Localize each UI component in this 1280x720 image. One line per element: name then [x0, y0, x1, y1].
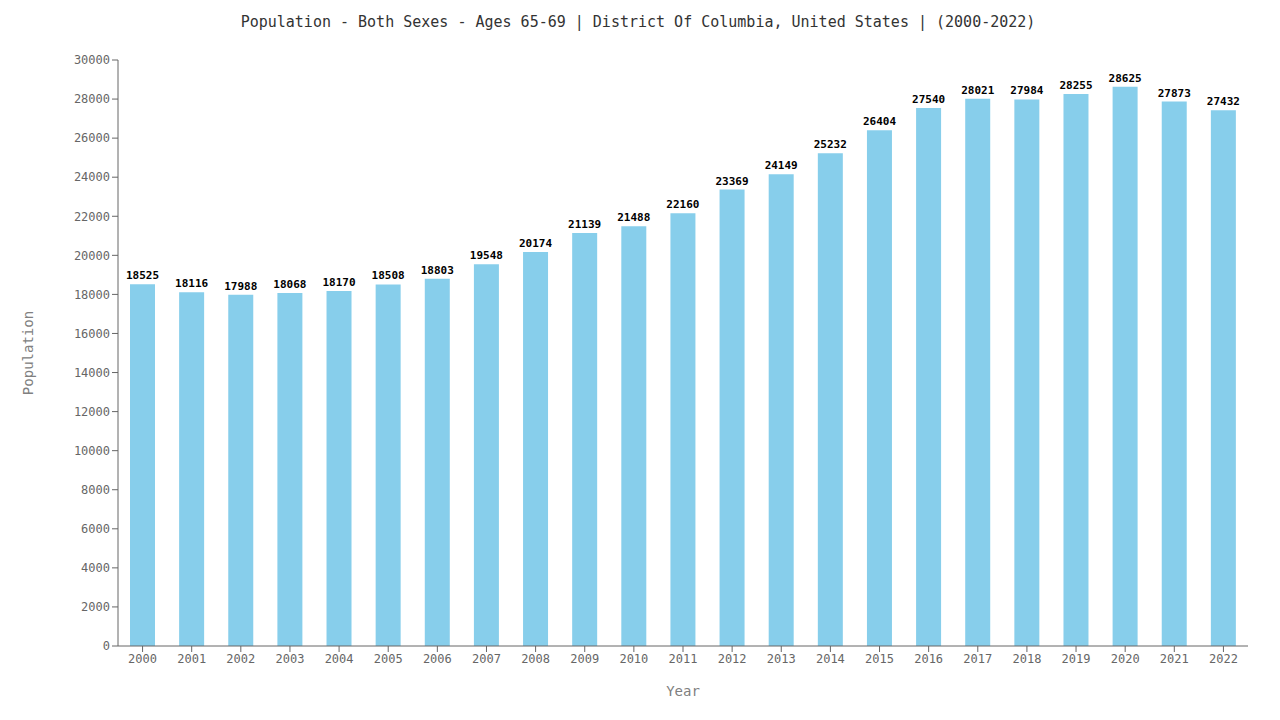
svg-text:0: 0: [103, 639, 110, 653]
svg-text:2018: 2018: [1012, 652, 1041, 666]
html-text:Population - Both Sexes - Ages: Population - Both Sexes - Ages 65-69 | D…: [240, 13, 1036, 31]
svg-text:2004: 2004: [325, 652, 354, 666]
svg-text:2000: 2000: [81, 600, 110, 614]
svg-text:18525: 18525: [126, 269, 159, 282]
svg-text:2000: 2000: [128, 652, 157, 666]
svg-text:18508: 18508: [372, 269, 405, 282]
svg-text:2021: 2021: [1160, 652, 1189, 666]
svg-text:27873: 27873: [1158, 87, 1191, 100]
svg-text:18170: 18170: [322, 276, 355, 289]
svg-text:2022: 2022: [1209, 652, 1238, 666]
svg-text:2010: 2010: [619, 652, 648, 666]
svg-text:2019: 2019: [1062, 652, 1091, 666]
svg-text:2015: 2015: [865, 652, 894, 666]
svg-text:2017: 2017: [963, 652, 992, 666]
svg-text:24149: 24149: [765, 159, 798, 172]
svg-text:2020: 2020: [1111, 652, 1140, 666]
svg-text:8000: 8000: [81, 483, 110, 497]
svg-text:20000: 20000: [74, 249, 110, 263]
svg-text:2016: 2016: [914, 652, 943, 666]
svg-text:14000: 14000: [74, 366, 110, 380]
svg-text:23369: 23369: [716, 175, 749, 188]
svg-text:21139: 21139: [568, 218, 601, 231]
svg-text:25232: 25232: [814, 138, 847, 151]
svg-text:17988: 17988: [224, 280, 257, 293]
svg-text:10000: 10000: [74, 444, 110, 458]
svg-text:4000: 4000: [81, 561, 110, 575]
svg-text:2013: 2013: [767, 652, 796, 666]
svg-text:18116: 18116: [175, 277, 208, 290]
svg-text:26404: 26404: [863, 115, 896, 128]
svg-text:2011: 2011: [669, 652, 698, 666]
svg-text:2001: 2001: [177, 652, 206, 666]
svg-text:22000: 22000: [74, 210, 110, 224]
svg-text:16000: 16000: [74, 327, 110, 341]
svg-text:2014: 2014: [816, 652, 845, 666]
svg-text:26000: 26000: [74, 131, 110, 145]
svg-text:28255: 28255: [1059, 79, 1092, 92]
svg-text:2012: 2012: [718, 652, 747, 666]
svg-text:2009: 2009: [570, 652, 599, 666]
svg-text:2003: 2003: [276, 652, 305, 666]
svg-text:28625: 28625: [1109, 72, 1142, 85]
svg-text:18000: 18000: [74, 288, 110, 302]
svg-text:27540: 27540: [912, 93, 945, 106]
svg-text:30000: 30000: [74, 53, 110, 67]
svg-text:Population: Population: [20, 311, 36, 395]
svg-text:2006: 2006: [423, 652, 452, 666]
svg-text:24000: 24000: [74, 170, 110, 184]
svg-text:2007: 2007: [472, 652, 501, 666]
svg-text:2008: 2008: [521, 652, 550, 666]
svg-text:2002: 2002: [226, 652, 255, 666]
svg-text:6000: 6000: [81, 522, 110, 536]
svg-text:28000: 28000: [74, 92, 110, 106]
svg-text:19548: 19548: [470, 249, 503, 262]
svg-text:21488: 21488: [617, 211, 650, 224]
svg-text:12000: 12000: [74, 405, 110, 419]
svg-text:18068: 18068: [273, 278, 306, 291]
svg-text:27432: 27432: [1207, 95, 1240, 108]
svg-text:2005: 2005: [374, 652, 403, 666]
svg-text:20174: 20174: [519, 237, 552, 250]
svg-text:27984: 27984: [1010, 84, 1043, 97]
svg-text:Year: Year: [666, 683, 700, 699]
svg-text:22160: 22160: [666, 198, 699, 211]
svg-text:18803: 18803: [421, 264, 454, 277]
svg-text:28021: 28021: [961, 84, 994, 97]
